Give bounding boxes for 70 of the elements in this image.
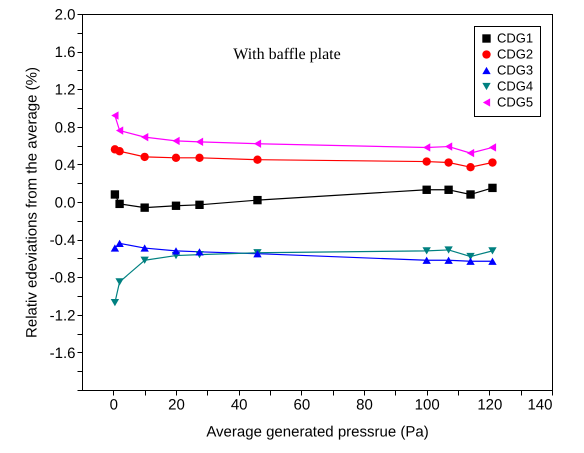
point	[254, 140, 262, 148]
y-tick-label: 1.6	[54, 44, 76, 62]
legend-label: CDG5	[497, 94, 534, 110]
x-tick-label: 20	[168, 396, 185, 414]
point	[140, 244, 149, 252]
x-tick-label: 120	[477, 396, 502, 414]
point	[110, 190, 120, 199]
y-tick-label: 0.4	[54, 156, 76, 174]
point	[488, 158, 497, 167]
point	[196, 138, 204, 146]
y-tick-label: 1.2	[54, 82, 76, 99]
y-tick-label: 0.0	[54, 194, 76, 212]
point	[115, 240, 124, 247]
point	[488, 143, 496, 152]
point	[115, 200, 124, 208]
legend-label: CDG2	[497, 46, 534, 62]
legend-label: CDG3	[497, 62, 534, 78]
y-tick-label: 2.0	[54, 6, 76, 24]
point	[140, 256, 149, 264]
point	[195, 154, 204, 162]
point	[444, 256, 453, 264]
point	[110, 298, 120, 306]
point	[253, 196, 262, 204]
point	[466, 190, 475, 199]
text: -0.4	[50, 232, 76, 250]
x-axis-title: Average generated pressrue (Pa)	[206, 424, 429, 440]
text: -0.8	[50, 270, 76, 287]
point	[140, 203, 149, 212]
point	[422, 247, 431, 255]
point	[141, 132, 148, 142]
point	[422, 157, 431, 166]
legend-label: CDG1	[497, 30, 534, 46]
annotation: With baffle plate	[233, 46, 341, 63]
point	[444, 142, 452, 151]
point	[422, 256, 431, 264]
point	[110, 244, 120, 252]
point	[172, 136, 180, 146]
point	[115, 278, 124, 286]
point	[253, 156, 262, 164]
point	[111, 111, 119, 120]
y-axis-title: Relativ edeviations from the average (%)	[24, 67, 41, 338]
text: -1.2	[50, 307, 76, 324]
x-tick-label: 0	[110, 396, 118, 414]
point	[488, 184, 497, 192]
point	[488, 258, 497, 265]
point	[172, 247, 180, 255]
point	[444, 186, 453, 194]
point	[466, 163, 475, 172]
point	[195, 200, 204, 210]
x-tick-label: 40	[230, 396, 248, 414]
x-tick-label: 80	[356, 396, 373, 414]
point	[444, 246, 453, 254]
point	[466, 258, 475, 265]
point	[172, 154, 180, 162]
x-tick-label: 100	[414, 396, 440, 414]
point	[488, 247, 497, 255]
legend-label: CDG4	[497, 78, 534, 94]
point	[115, 147, 124, 156]
text: -1.6	[50, 344, 76, 362]
point	[466, 148, 474, 158]
point	[423, 143, 430, 152]
point	[172, 202, 180, 210]
point	[422, 186, 431, 194]
point	[444, 158, 453, 167]
y-tick-label: 0.8	[54, 119, 76, 136]
point	[195, 248, 204, 256]
point	[140, 152, 149, 162]
x-tick-label: 60	[293, 396, 310, 414]
point	[116, 126, 124, 135]
x-tick-label: 140	[527, 396, 552, 414]
